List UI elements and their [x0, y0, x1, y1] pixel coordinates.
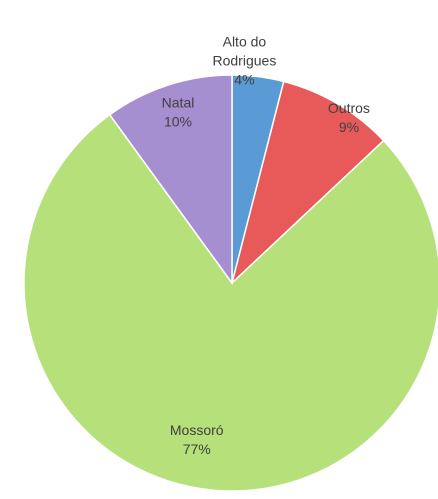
slice-category-label: Outros: [328, 100, 370, 116]
slice-label-group: Mossoró 77%: [170, 422, 224, 457]
pie-slice-outros: [230, 80, 385, 286]
slice-percent-label: 4%: [234, 72, 254, 88]
slice-percent-label: 77%: [183, 441, 211, 457]
slice-category-label: Natal: [162, 94, 195, 110]
slice-label-group: Alto do Rodrigues 4%: [213, 34, 277, 88]
slice-category-label: Rodrigues: [213, 53, 277, 69]
slice-percent-label: 10%: [164, 113, 192, 129]
labels-layer: Alto do Rodrigues 4% Outros 9% Mossoró 77% Nata…: [162, 34, 370, 457]
slice-category-label: Alto do: [223, 34, 267, 50]
slices-layer: [23, 74, 438, 492]
pie-slice-natal: [108, 74, 233, 286]
slice-category-label: Mossoró: [170, 422, 224, 438]
slice-label-group: Outros 9%: [328, 100, 370, 135]
slice-percent-label: 9%: [339, 119, 359, 135]
slice-label-group: Natal 10%: [162, 94, 195, 129]
pie-slice-mossor-: [23, 113, 438, 492]
